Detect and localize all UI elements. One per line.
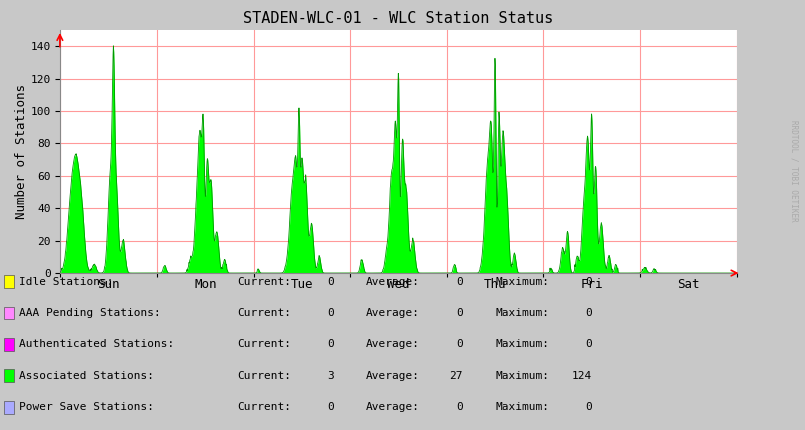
Text: Idle Stations:: Idle Stations: — [19, 276, 113, 287]
Text: Current:: Current: — [237, 276, 291, 287]
Text: 0: 0 — [328, 308, 334, 318]
Text: Maximum:: Maximum: — [495, 339, 549, 350]
Text: Maximum:: Maximum: — [495, 371, 549, 381]
Text: Maximum:: Maximum: — [495, 402, 549, 412]
Text: 3: 3 — [328, 371, 334, 381]
Text: Current:: Current: — [237, 402, 291, 412]
Text: 0: 0 — [456, 308, 463, 318]
Text: 0: 0 — [328, 402, 334, 412]
Text: Average:: Average: — [366, 339, 420, 350]
Text: 0: 0 — [456, 276, 463, 287]
Text: 0: 0 — [585, 402, 592, 412]
Text: AAA Pending Stations:: AAA Pending Stations: — [19, 308, 160, 318]
Text: Average:: Average: — [366, 371, 420, 381]
Text: 0: 0 — [456, 339, 463, 350]
Text: 0: 0 — [328, 339, 334, 350]
Y-axis label: Number of Stations: Number of Stations — [14, 84, 27, 219]
Text: 0: 0 — [456, 402, 463, 412]
Text: 0: 0 — [585, 308, 592, 318]
Text: 0: 0 — [585, 339, 592, 350]
Text: Current:: Current: — [237, 371, 291, 381]
Text: Authenticated Stations:: Authenticated Stations: — [19, 339, 174, 350]
Text: Associated Stations:: Associated Stations: — [19, 371, 154, 381]
Text: Power Save Stations:: Power Save Stations: — [19, 402, 154, 412]
Text: Maximum:: Maximum: — [495, 276, 549, 287]
Text: Average:: Average: — [366, 308, 420, 318]
Text: 0: 0 — [585, 276, 592, 287]
Text: 124: 124 — [572, 371, 592, 381]
Text: Current:: Current: — [237, 339, 291, 350]
Text: 27: 27 — [449, 371, 463, 381]
Text: RRDTOOL / TOBI OETIKER: RRDTOOL / TOBI OETIKER — [790, 120, 799, 222]
Title: STADEN-WLC-01 - WLC Station Status: STADEN-WLC-01 - WLC Station Status — [243, 11, 554, 26]
Text: Maximum:: Maximum: — [495, 308, 549, 318]
Text: 0: 0 — [328, 276, 334, 287]
Text: Average:: Average: — [366, 402, 420, 412]
Text: Current:: Current: — [237, 308, 291, 318]
Text: Average:: Average: — [366, 276, 420, 287]
